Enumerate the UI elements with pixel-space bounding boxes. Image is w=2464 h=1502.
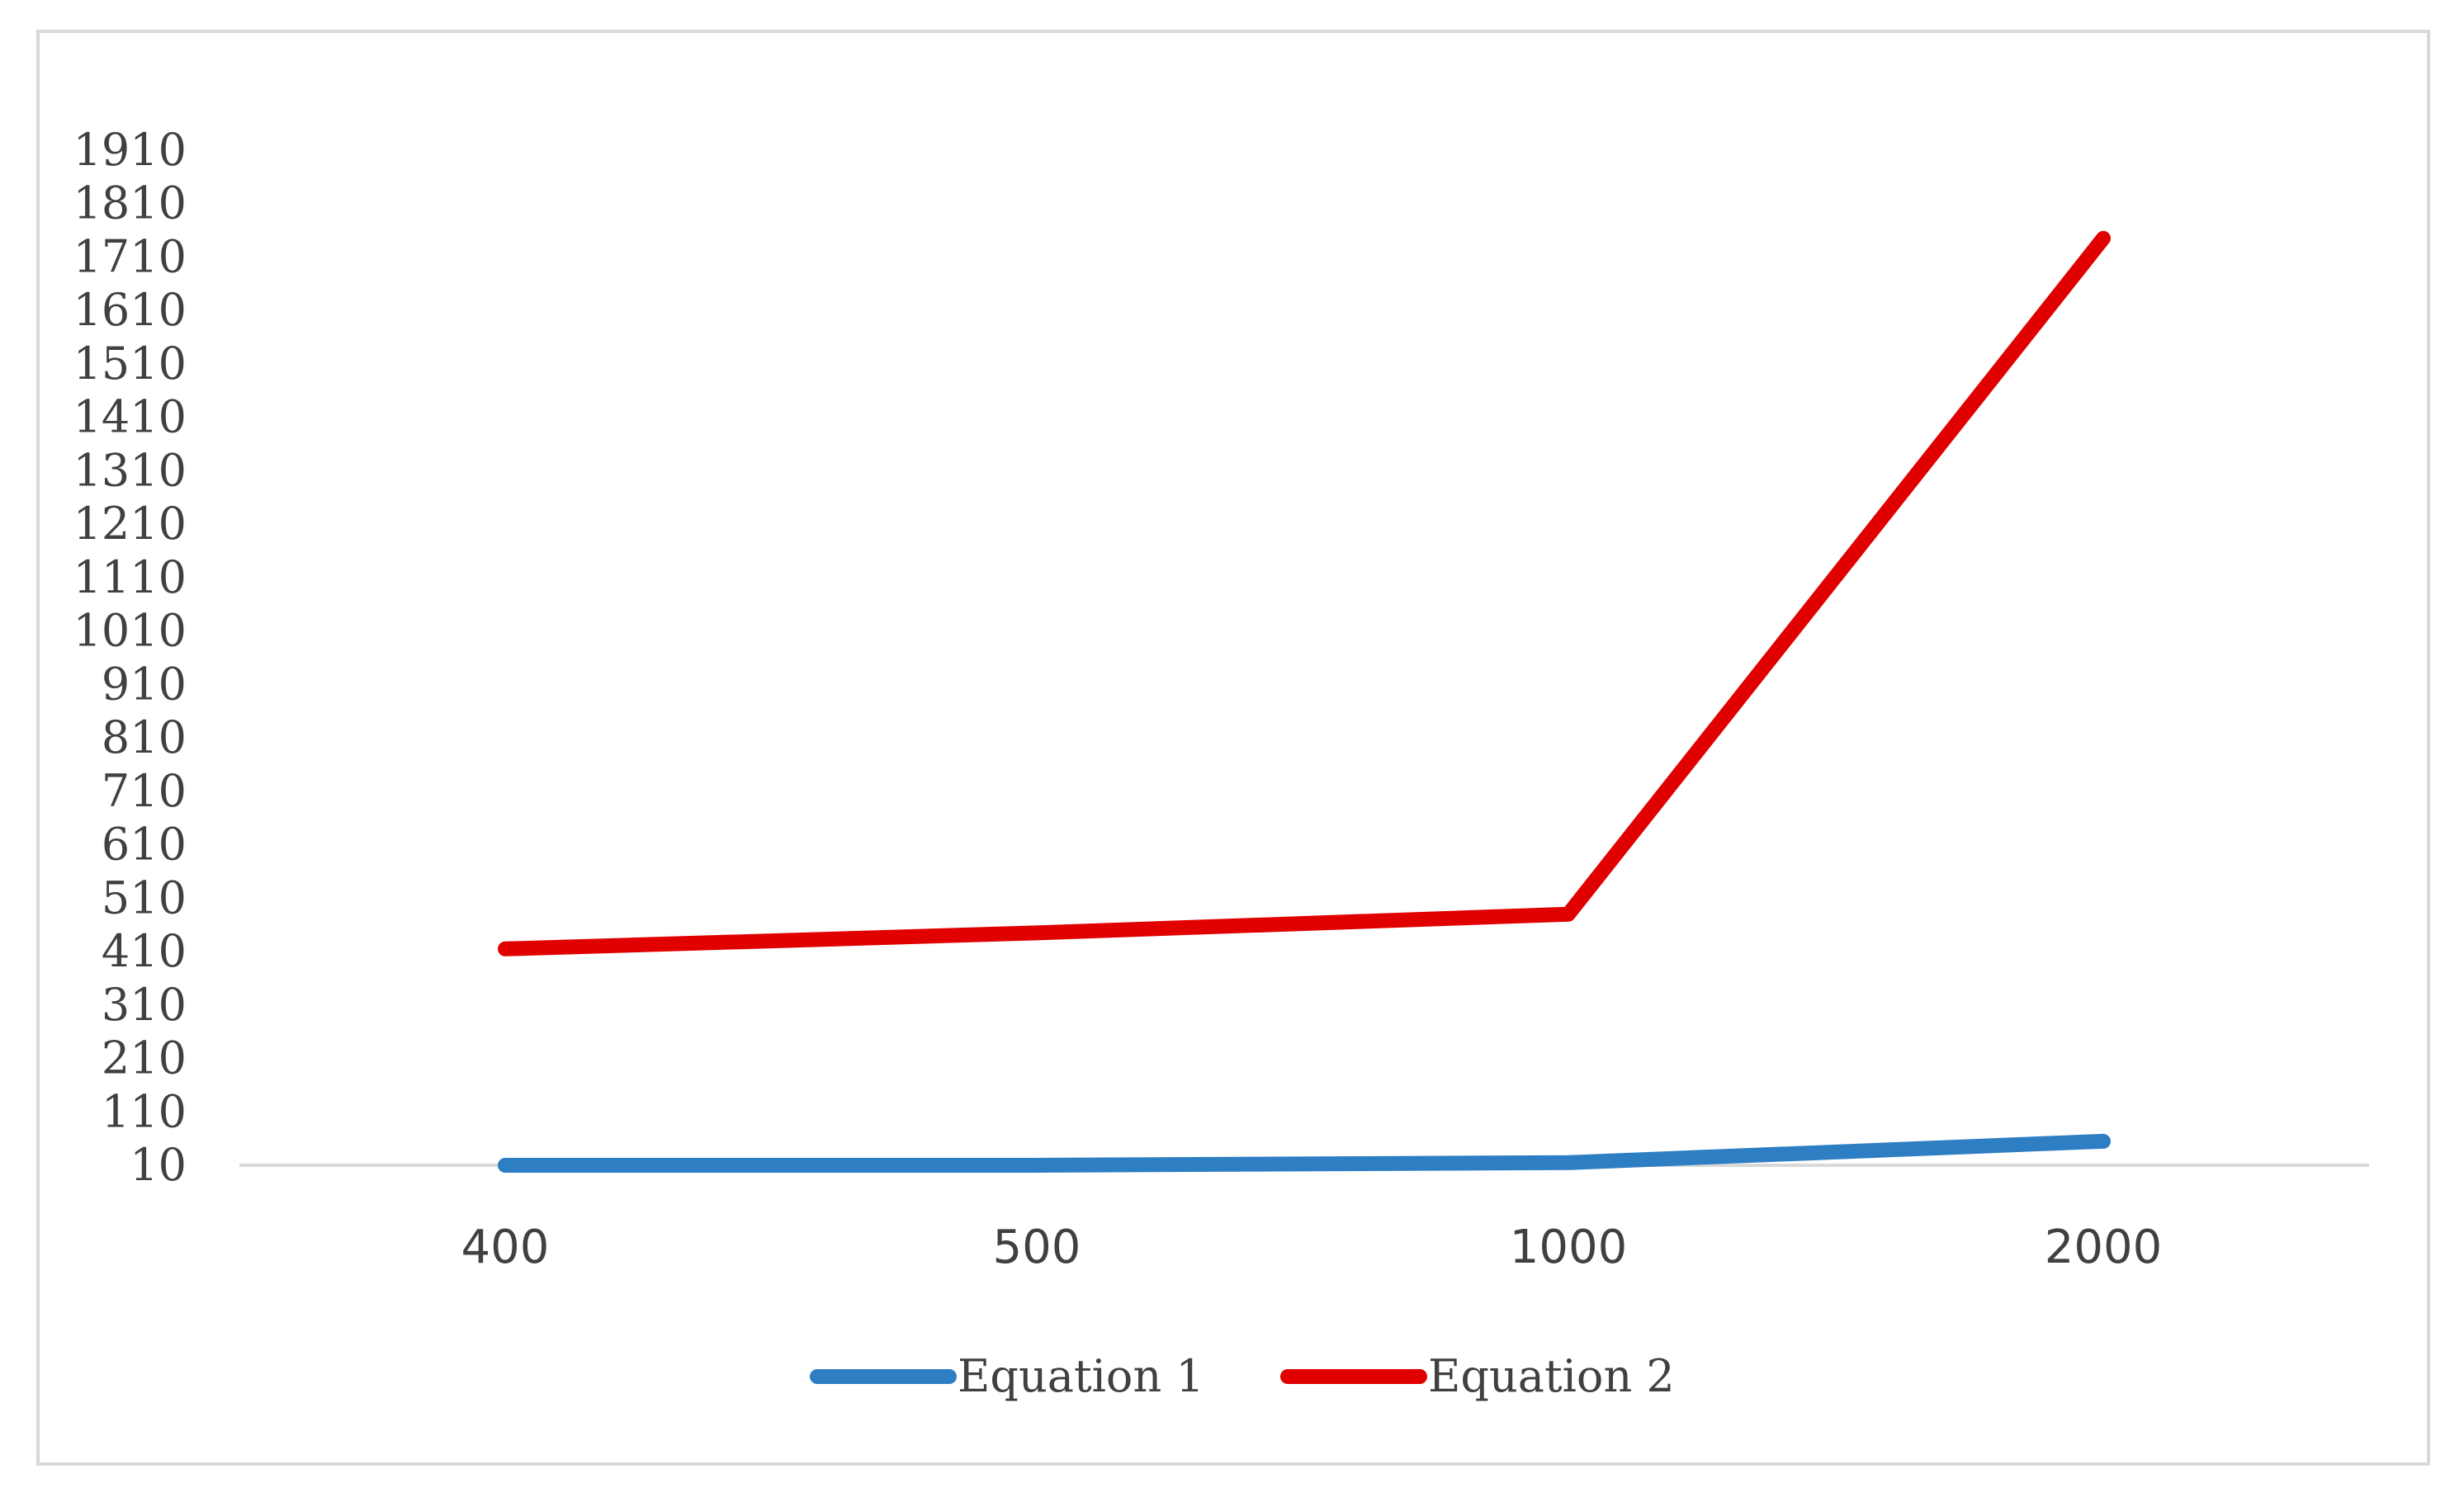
y-tick-label: 1910 <box>73 124 187 176</box>
x-tick-label: 2000 <box>2045 1221 2163 1274</box>
y-tick-label: 1810 <box>73 177 187 229</box>
series-line-equation-2 <box>498 230 2111 956</box>
y-tick-label: 1210 <box>73 498 187 550</box>
y-tick-label: 10 <box>130 1139 187 1191</box>
y-tick-label: 1510 <box>73 338 187 390</box>
y-tick-label: 810 <box>102 711 187 763</box>
series-line-equation-1 <box>498 1133 2111 1173</box>
y-tick-label: 1310 <box>73 444 187 496</box>
y-tick-label: 1710 <box>73 230 187 282</box>
y-tick-label: 610 <box>102 819 187 871</box>
y-tick-label: 510 <box>102 871 187 923</box>
y-tick-label: 710 <box>102 765 187 817</box>
y-tick-label: 1110 <box>73 551 187 603</box>
y-tick-label: 1010 <box>73 605 187 657</box>
y-tick-label: 910 <box>102 658 187 710</box>
y-tick-label: 1610 <box>73 284 187 336</box>
legend-label-equation-2: Equation 2 <box>1428 1350 1675 1402</box>
legend: Equation 1 Equation 2 <box>810 1350 1675 1402</box>
y-axis-tick-labels: 1011021031041051061071081091010101110121… <box>73 124 187 1191</box>
y-tick-label: 1410 <box>73 391 187 443</box>
chart-frame <box>36 30 2430 1466</box>
y-tick-label: 210 <box>102 1032 187 1084</box>
y-tick-label: 410 <box>102 925 187 977</box>
legend-label-equation-1: Equation 1 <box>958 1350 1204 1402</box>
x-tick-label: 1000 <box>1510 1221 1628 1274</box>
x-axis-tick-labels: 400 500 1000 2000 <box>461 1221 2163 1274</box>
y-tick-label: 110 <box>102 1085 187 1137</box>
x-tick-label: 500 <box>993 1221 1081 1274</box>
y-tick-label: 310 <box>102 979 187 1031</box>
series-lines <box>498 230 2111 1173</box>
x-tick-label: 400 <box>461 1221 550 1274</box>
